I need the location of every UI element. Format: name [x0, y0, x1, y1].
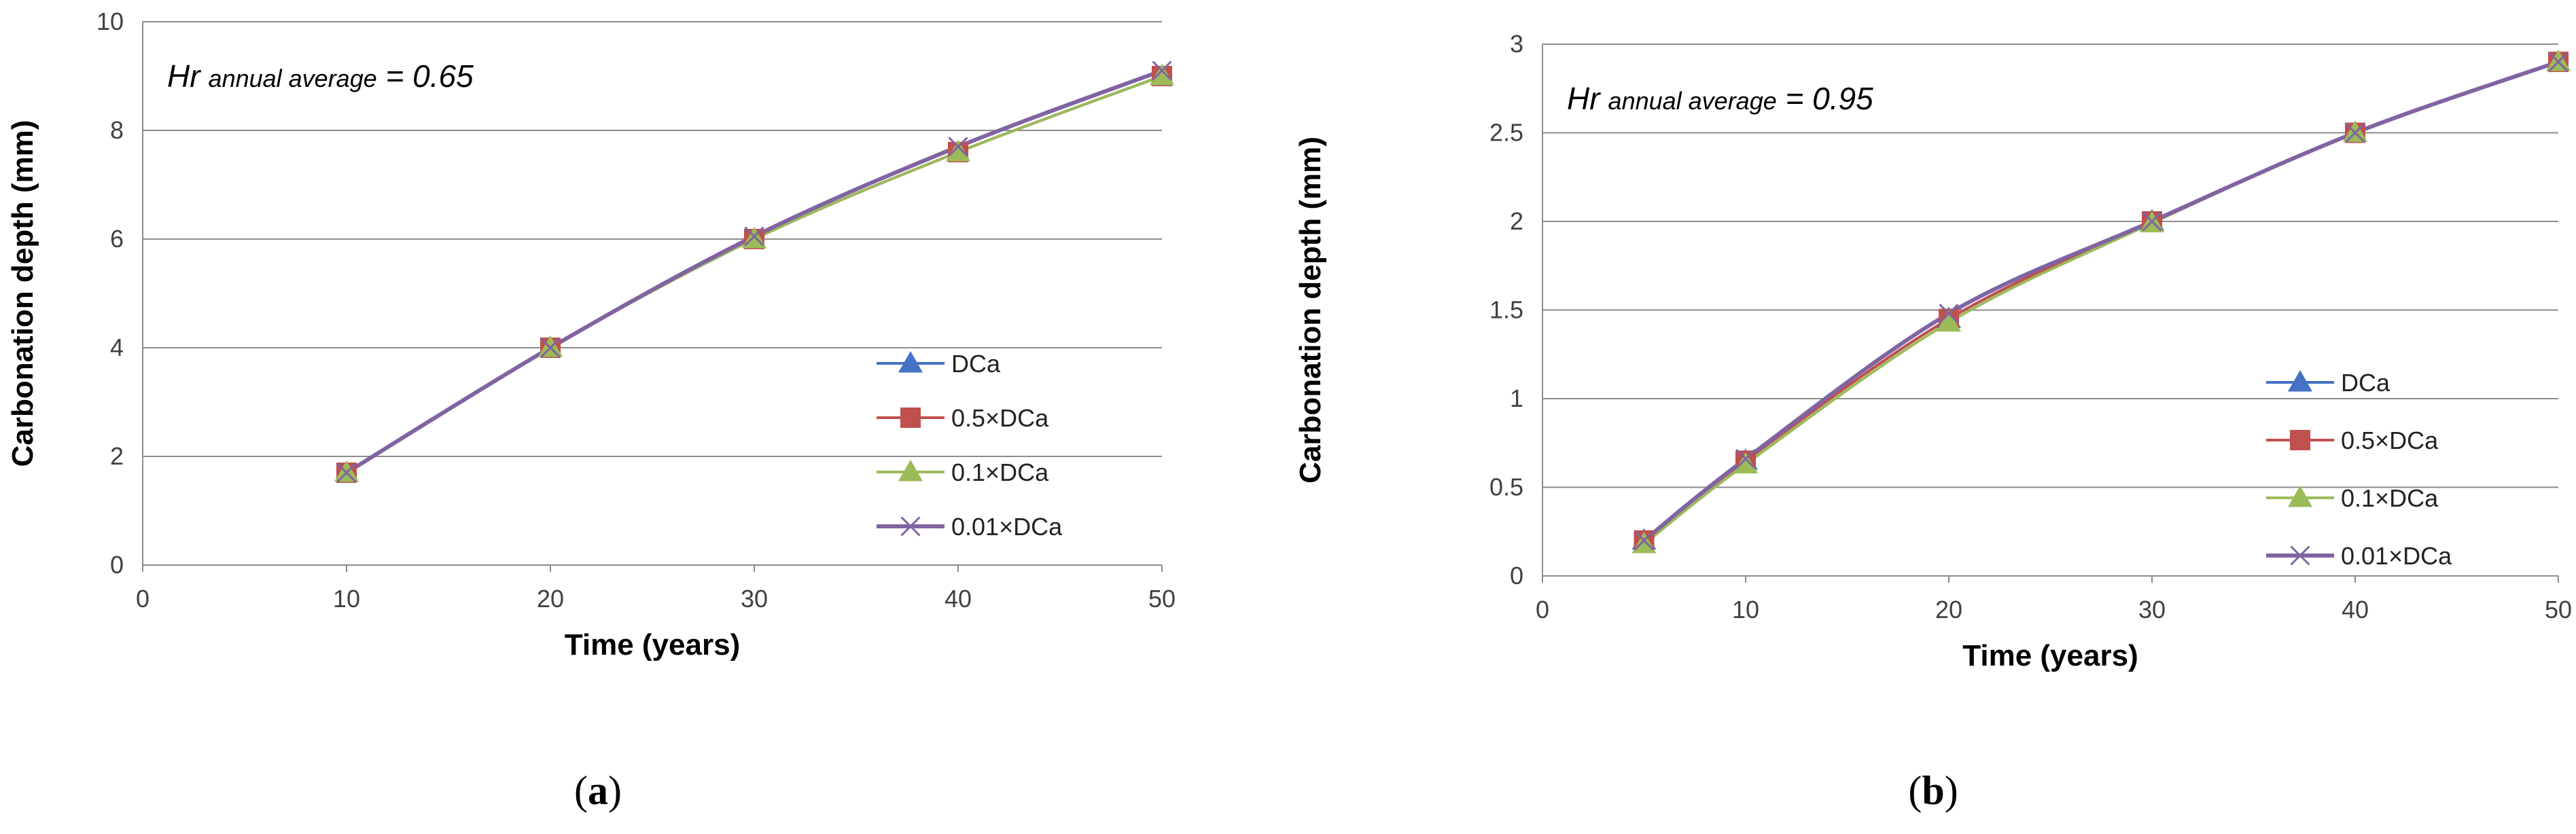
data-point-b-3-5-stroke-2 [2548, 52, 2569, 72]
legend-label-b-0: DCa [2341, 369, 2390, 397]
legend-marker-b-3-stroke-2 [2290, 545, 2310, 566]
data-point-b-3-0-stroke-2 [1634, 530, 1655, 551]
legend-marker-a-0 [898, 351, 923, 373]
x-tick-label-a-2: 20 [537, 585, 564, 613]
series-line-b-0 [1643, 60, 2559, 542]
legend-marker-a-3 [900, 516, 921, 537]
data-point-a-2-4 [1150, 64, 1174, 86]
data-point-b-3-3 [2142, 211, 2162, 232]
data-point-b-3-1-stroke-2 [1735, 449, 1756, 469]
chart-panel-a: 0 2 4 6 8 10 0 10 20 30 40 50 Time (years) Carbonatio… [6, 7, 1176, 813]
data-point-b-3-4-stroke-2 [2345, 122, 2365, 143]
y-axis-title-a: Carbonation depth (mm) [6, 120, 39, 467]
annotation-sub-b: annual average [1608, 87, 1777, 115]
x-tick-label-b-2: 20 [1935, 596, 1962, 623]
data-point-b-3-2 [1939, 304, 1959, 324]
annotation-tail-b: = 0.95 [1777, 81, 1873, 116]
data-point-b-3-4 [2345, 122, 2365, 143]
data-point-a-3-1-stroke-2 [540, 338, 561, 358]
y-tick-label-a-5: 10 [96, 7, 124, 35]
y-tick-label-a-4: 8 [110, 116, 124, 144]
data-point-a-2-1 [538, 336, 563, 357]
x-axis-title-b: Time (years) [1962, 639, 2138, 672]
chart-a-svg: 0 2 4 6 8 10 0 10 20 30 40 50 Time (years) Carbonatio… [6, 7, 1176, 661]
legend-marker-a-1 [900, 407, 921, 428]
data-point-a-2-3 [946, 140, 970, 162]
data-point-a-3-3-stroke-2 [948, 137, 968, 157]
data-point-a-3-0 [336, 463, 357, 483]
y-tick-label-b-6: 3 [1510, 30, 1523, 58]
annotation-tail-a: = 0.65 [377, 58, 474, 94]
data-point-a-3-1 [540, 338, 561, 358]
data-point-b-2-4 [2343, 120, 2367, 142]
legend-marker-b-2 [2288, 486, 2312, 507]
x-tick-label-b-5: 50 [2545, 596, 2572, 623]
y-axis-title-b: Carbonation depth (mm) [1294, 137, 1327, 484]
legend-label-b-2: 0.1×DCa [2341, 484, 2439, 512]
legend-label-a-1: 0.5×DCa [951, 404, 1049, 432]
data-point-a-3-0-stroke-2 [336, 463, 357, 483]
data-point-a-3-4-stroke-2 [1152, 60, 1172, 81]
x-tick-label-a-0: 0 [136, 585, 149, 613]
annotation-main-b: Hr [1567, 81, 1601, 116]
legend-marker-b-3 [2290, 545, 2310, 566]
legend-label-b-3: 0.01×DCa [2341, 542, 2452, 570]
caption-letter-a: a [588, 768, 608, 813]
data-point-a-3-4 [1152, 60, 1172, 81]
y-tick-label-b-3: 1.5 [1489, 296, 1523, 324]
legend-label-a-0: DCa [951, 350, 1001, 378]
y-tick-label-b-4: 2 [1510, 207, 1523, 235]
annotation-b: Hr annual average = 0.95 [1567, 81, 1873, 116]
data-point-b-3-5 [2548, 52, 2569, 72]
x-tick-label-b-3: 30 [2138, 596, 2166, 623]
x-tick-label-b-4: 40 [2342, 596, 2369, 623]
data-point-b-3-0 [1634, 530, 1655, 551]
data-point-b-2-5 [2546, 50, 2571, 71]
x-tick-label-b-0: 0 [1536, 596, 1549, 623]
annotation-a: Hr annual average = 0.65 [167, 58, 474, 94]
data-point-b-2-1 [1733, 452, 1758, 474]
y-tick-label-b-2: 1 [1510, 384, 1523, 412]
y-tick-label-a-1: 2 [110, 442, 124, 470]
y-tick-label-b-0: 0 [1510, 562, 1523, 590]
panel-caption-a: (a) [574, 768, 622, 813]
chart-panel-b: 0 0.5 1 1.5 2 2.5 3 0 10 20 30 40 50 Time (years) Carb… [1288, 0, 2575, 834]
data-point-a-3-3 [948, 137, 968, 157]
data-point-b-2-2 [1937, 310, 1961, 332]
data-point-a-3-2-stroke-2 [744, 226, 764, 247]
x-axis-title-a: Time (years) [565, 628, 740, 661]
x-tick-label-a-1: 10 [333, 585, 360, 613]
legend-label-a-2: 0.1×DCa [951, 458, 1049, 486]
data-point-a-2-0 [334, 460, 359, 482]
legend-marker-b-0 [2288, 370, 2312, 392]
x-tick-label-a-4: 40 [945, 585, 972, 613]
x-tick-label-a-5: 50 [1148, 585, 1176, 613]
legend-marker-a-3-stroke-2 [900, 516, 921, 537]
y-tick-label-a-2: 4 [110, 333, 124, 361]
data-point-b-3-3-stroke-2 [2142, 211, 2162, 232]
legend-label-a-3: 0.01×DCa [951, 513, 1063, 541]
legend-marker-b-1 [2290, 430, 2310, 450]
y-tick-label-b-5: 2.5 [1489, 119, 1523, 147]
x-tick-label-b-1: 10 [1732, 596, 1759, 623]
data-point-a-3-2 [744, 226, 764, 247]
data-point-b-3-2-stroke-2 [1939, 304, 1959, 324]
data-point-b-3-1 [1735, 449, 1756, 469]
y-tick-label-b-1: 0.5 [1489, 473, 1523, 501]
panel-caption-b: (b) [1908, 768, 1958, 813]
x-tick-label-a-3: 30 [741, 585, 768, 613]
series-line-b-3 [1642, 60, 2559, 543]
caption-letter-b: b [1922, 768, 1945, 813]
legend-label-b-1: 0.5×DCa [2341, 427, 2439, 454]
series-line-b-2 [1643, 60, 2559, 545]
y-tick-label-a-0: 0 [110, 551, 124, 579]
series-line-b-1 [1643, 60, 2559, 542]
annotation-sub-a: annual average [209, 65, 377, 92]
y-tick-label-a-3: 6 [110, 225, 124, 253]
annotation-main-a: Hr [167, 58, 201, 94]
legend-marker-a-2 [898, 460, 923, 482]
